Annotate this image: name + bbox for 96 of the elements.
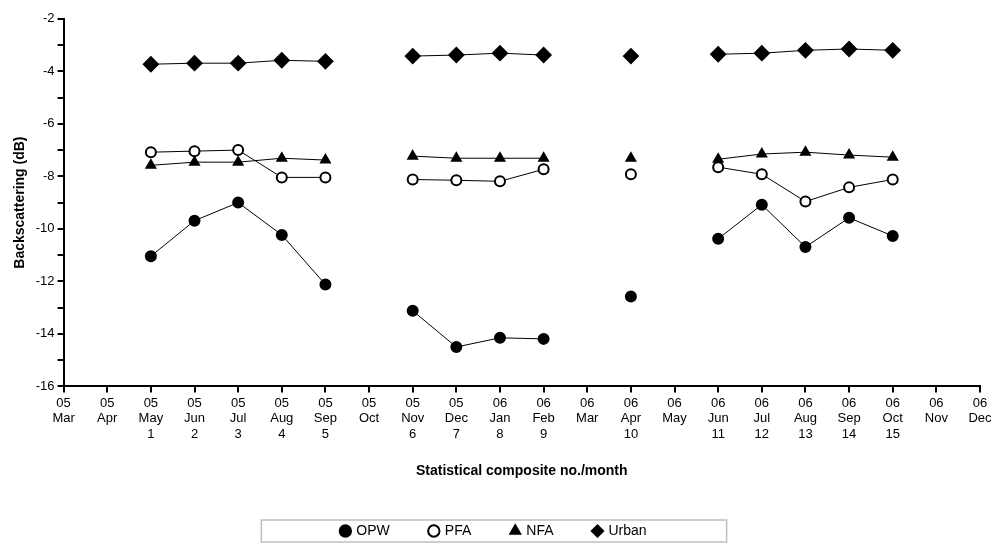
point (232, 144, 245, 157)
point (317, 53, 334, 70)
point (537, 332, 550, 345)
point (144, 250, 157, 263)
y-axis-title: Backscattering (dB) (11, 136, 28, 269)
point (843, 211, 856, 224)
point (538, 152, 549, 162)
x-tick-label: 05 Oct (358, 394, 380, 426)
point (537, 163, 550, 176)
point (841, 41, 858, 57)
point (275, 171, 288, 184)
legend-label: NFA (526, 521, 555, 538)
point (624, 168, 637, 181)
x-tick-label: 06 Dec (968, 394, 993, 426)
point (319, 278, 332, 291)
legend-label: Urban (608, 521, 647, 538)
x-tick-label: 05 Jun 2 (184, 394, 205, 441)
point (712, 232, 725, 245)
point (142, 56, 159, 73)
point (493, 175, 506, 188)
x-tick-label: 06 Nov (924, 394, 949, 426)
point (843, 181, 856, 194)
y-tick-label: -2 (43, 10, 55, 26)
point (756, 148, 768, 158)
x-tick-label: 06 Sep 14 (837, 394, 861, 441)
point (887, 151, 899, 161)
point (276, 152, 288, 162)
x-tick-label: 06 Oct 15 (882, 394, 904, 441)
x-tick-label: 06 Jan 8 (489, 394, 511, 441)
point (493, 331, 506, 344)
x-axis-title: Statistical composite no./month (416, 462, 628, 479)
x-tick-label: 06 Feb 9 (532, 394, 555, 441)
point (275, 228, 288, 241)
point (145, 159, 157, 169)
point (886, 229, 899, 242)
point (188, 145, 201, 158)
y-tick-label: -4 (43, 62, 55, 78)
point (753, 45, 770, 62)
point (320, 154, 331, 164)
point (232, 196, 245, 209)
y-tick-label: -10 (35, 220, 55, 236)
x-tick-label: 05 Mar (52, 394, 76, 426)
x-tick-label: 05 Jul 3 (229, 394, 247, 441)
point (186, 55, 203, 72)
point (406, 304, 419, 317)
y-tick-label: -14 (35, 325, 55, 341)
x-tick-label: 06 Mar (576, 394, 600, 426)
legend-label: PFA (444, 521, 472, 538)
x-tick-label: 05 Apr (97, 394, 119, 426)
y-tick-label: -8 (43, 167, 55, 183)
point (450, 174, 463, 187)
point (799, 240, 812, 253)
point (755, 168, 768, 181)
point (712, 161, 725, 174)
point (451, 152, 462, 162)
point (188, 214, 201, 227)
point (448, 47, 465, 64)
point (319, 171, 332, 184)
x-tick-label: 06 May (662, 394, 688, 426)
x-tick-label: 05 Nov 6 (401, 394, 425, 441)
x-tick-label: 06 Jun 11 (707, 394, 729, 441)
x-tick-label: 06 Jul 12 (753, 394, 771, 441)
point (494, 152, 506, 162)
point (843, 149, 855, 159)
point (884, 42, 901, 59)
point (491, 45, 508, 62)
y-tick-label: -12 (35, 272, 55, 288)
x-tick-label: 06 Apr 10 (620, 394, 642, 441)
point (624, 290, 637, 303)
point (273, 52, 290, 69)
point (797, 42, 814, 59)
point (406, 173, 419, 186)
point (712, 153, 724, 163)
x-tick-label: 05 Dec 7 (444, 394, 469, 441)
point (404, 48, 421, 65)
point (232, 156, 244, 166)
point (535, 47, 552, 64)
y-tick-label: -16 (35, 377, 55, 393)
point (230, 55, 247, 72)
point (800, 146, 811, 156)
point (407, 150, 419, 160)
point (144, 146, 157, 159)
point (450, 341, 463, 354)
point (710, 46, 727, 63)
point (755, 198, 768, 211)
point (622, 48, 639, 65)
legend-label: OPW (356, 521, 391, 538)
point (189, 156, 200, 166)
x-tick-label: 06 Aug 13 (793, 394, 818, 441)
x-tick-label: 05 Sep 5 (313, 394, 337, 441)
y-tick-label: -6 (43, 115, 55, 131)
point (886, 173, 899, 186)
x-tick-label: 05 May 1 (138, 394, 164, 441)
point (625, 152, 637, 162)
point (799, 195, 812, 208)
x-tick-label: 05 Aug 4 (270, 394, 294, 441)
